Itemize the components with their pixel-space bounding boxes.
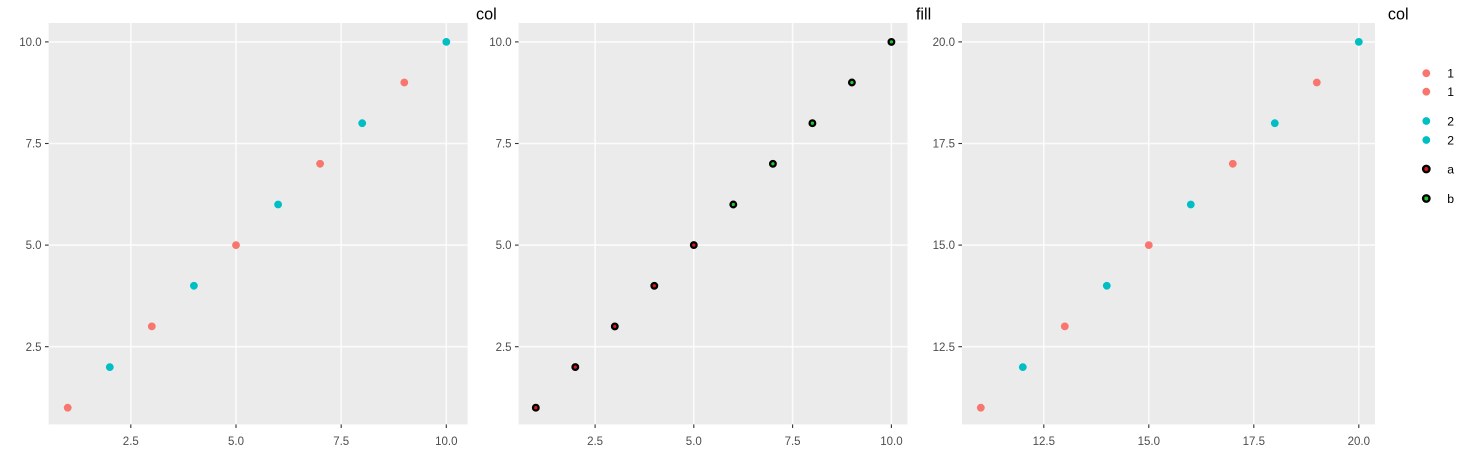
svg-text:5.0: 5.0 <box>26 240 42 252</box>
svg-text:5.0: 5.0 <box>496 240 512 252</box>
svg-text:12.5: 12.5 <box>933 342 955 354</box>
svg-text:17.5: 17.5 <box>933 139 955 151</box>
svg-text:5.0: 5.0 <box>686 436 702 448</box>
svg-text:col: col <box>1388 6 1409 24</box>
svg-text:15.0: 15.0 <box>933 240 955 252</box>
svg-text:7.5: 7.5 <box>496 139 512 151</box>
svg-text:7.5: 7.5 <box>26 139 42 151</box>
svg-text:15.0: 15.0 <box>1138 436 1160 448</box>
svg-text:10.0: 10.0 <box>19 37 41 49</box>
svg-text:7.5: 7.5 <box>333 436 349 448</box>
svg-text:fill: fill <box>916 6 931 24</box>
svg-text:2.5: 2.5 <box>587 436 603 448</box>
svg-text:10.0: 10.0 <box>435 436 457 448</box>
svg-text:2.5: 2.5 <box>123 436 139 448</box>
svg-text:2: 2 <box>1447 133 1454 147</box>
svg-text:12.5: 12.5 <box>1033 436 1055 448</box>
svg-text:10.0: 10.0 <box>880 436 902 448</box>
svg-text:5.0: 5.0 <box>228 436 244 448</box>
svg-text:1: 1 <box>1447 67 1454 81</box>
svg-text:2: 2 <box>1447 114 1454 128</box>
svg-text:col: col <box>476 6 497 24</box>
svg-text:10.0: 10.0 <box>489 37 511 49</box>
svg-text:20.0: 20.0 <box>1348 436 1370 448</box>
svg-text:a: a <box>1447 162 1454 176</box>
svg-text:b: b <box>1447 192 1454 206</box>
svg-text:2.5: 2.5 <box>26 342 42 354</box>
svg-text:7.5: 7.5 <box>785 436 801 448</box>
svg-text:1: 1 <box>1447 85 1454 99</box>
svg-text:2.5: 2.5 <box>496 342 512 354</box>
svg-text:20.0: 20.0 <box>933 37 955 49</box>
svg-text:17.5: 17.5 <box>1243 436 1265 448</box>
